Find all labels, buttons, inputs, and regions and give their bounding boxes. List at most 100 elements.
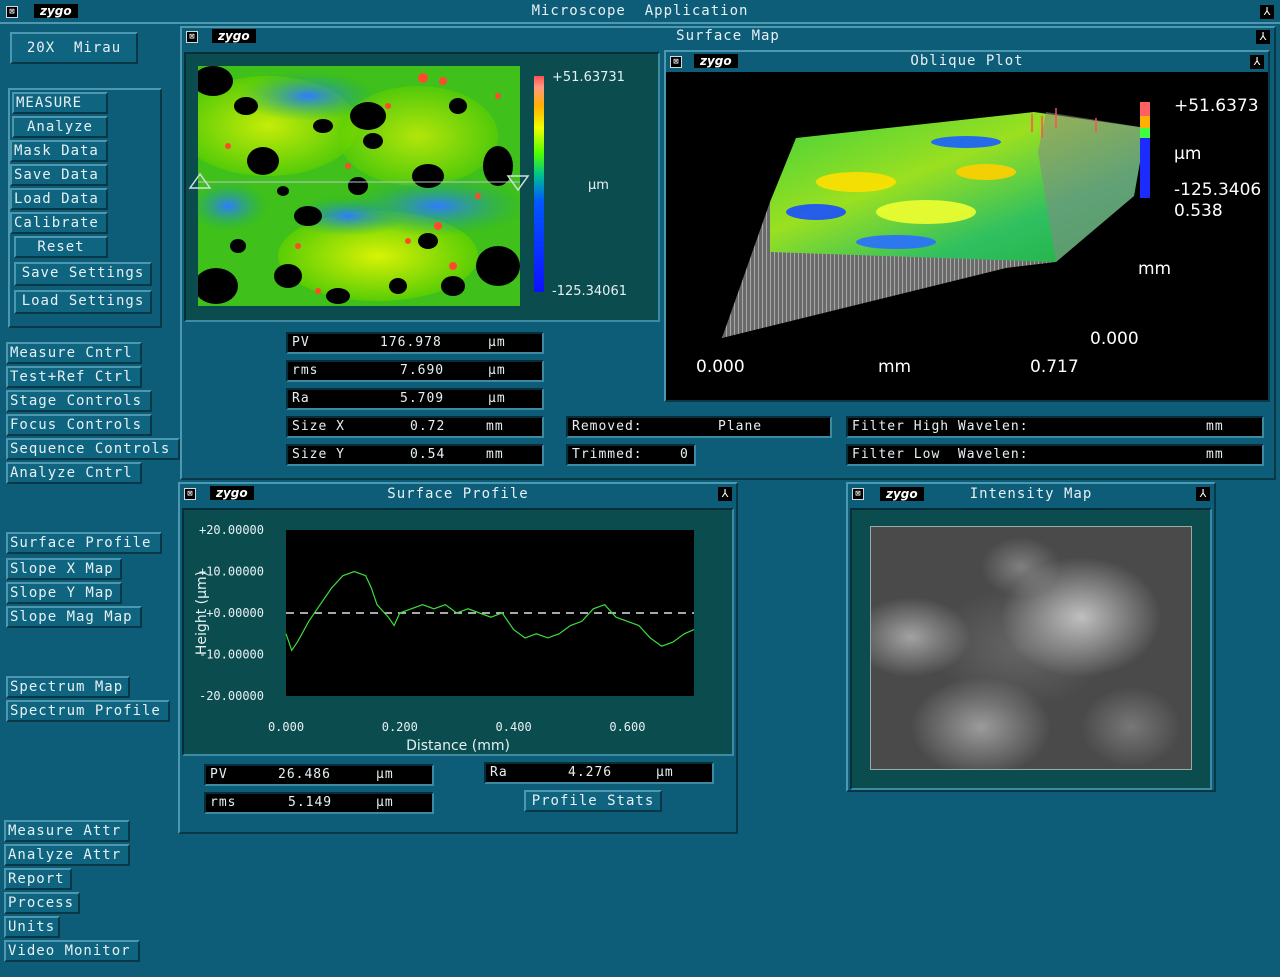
measure-cntrl-button[interactable]: Measure Cntrl xyxy=(6,342,142,364)
surface-map-colorbar xyxy=(534,76,544,292)
close-icon[interactable]: ⊠ xyxy=(186,31,198,43)
stat-rms: rms 7.690 µm xyxy=(286,360,544,382)
save-data-button[interactable]: Save Data xyxy=(10,164,108,186)
stat-unit: µm xyxy=(656,765,674,780)
save-settings-button[interactable]: Save Settings xyxy=(14,262,152,286)
analyze-button[interactable]: Analyze xyxy=(12,116,108,138)
stat-pv: PV 176.978 µm xyxy=(286,332,544,354)
stat-label: rms xyxy=(210,795,237,810)
maximize-icon[interactable]: ⅄ xyxy=(718,487,732,501)
stat-label: rms xyxy=(292,363,319,378)
report-button[interactable]: Report xyxy=(4,868,72,890)
oblique-scale-min: -125.3406 xyxy=(1174,180,1262,200)
process-button[interactable]: Process xyxy=(4,892,80,914)
objective-button[interactable]: 20X Mirau xyxy=(10,32,138,64)
focus-controls-button[interactable]: Focus Controls xyxy=(6,414,152,436)
oblique-scale-max: +51.6373 xyxy=(1174,96,1259,116)
profile-stat-pv: PV 26.486 µm xyxy=(204,764,434,786)
y-axis-label: Height (µm) xyxy=(194,571,210,655)
sequence-controls-button[interactable]: Sequence Controls xyxy=(6,438,180,460)
units-button[interactable]: Units xyxy=(4,916,60,938)
load-data-button[interactable]: Load Data xyxy=(10,188,108,210)
profile-stat-ra: Ra 4.276 µm xyxy=(484,762,714,784)
close-icon[interactable]: ⊠ xyxy=(670,56,682,68)
oblique-y-max: 0.538 xyxy=(1174,201,1223,221)
oblique-plot-title: Oblique Plot xyxy=(910,53,1024,69)
reset-button[interactable]: Reset xyxy=(14,236,108,258)
close-icon[interactable]: ⊠ xyxy=(6,6,18,18)
intensity-map-titlebar: ⊠ zygo Intensity Map ⅄ xyxy=(848,484,1214,506)
oblique-x-max: 0.717 xyxy=(1030,357,1079,377)
surface-profile-window xyxy=(178,482,738,834)
test-ref-ctrl-button[interactable]: Test+Ref Ctrl xyxy=(6,366,142,388)
filter-high-label: Filter High Wavelen: xyxy=(852,419,1029,434)
stat-unit: µm xyxy=(488,335,506,350)
maximize-icon[interactable]: ⅄ xyxy=(1256,30,1270,44)
oblique-3d-plot[interactable] xyxy=(666,72,1268,400)
app-title: Microscope Application xyxy=(531,3,749,19)
stat-value: 0.72 xyxy=(410,419,446,434)
x-tick-label: 0.200 xyxy=(382,720,418,734)
x-tick-label: 0.600 xyxy=(609,720,645,734)
intensity-map-window xyxy=(846,482,1216,792)
oblique-plot-titlebar: ⊠ zygo Oblique Plot ⅄ xyxy=(666,52,1268,72)
stat-value: 26.486 xyxy=(278,767,331,782)
oblique-y-unit: mm xyxy=(1138,259,1172,279)
profile-stat-rms: rms 5.149 µm xyxy=(204,792,434,814)
surface-profile-title: Surface Profile xyxy=(387,486,529,502)
close-icon[interactable]: ⊠ xyxy=(184,488,196,500)
y-tick-label: +0.00000 xyxy=(206,606,264,620)
profile-stats-button[interactable]: Profile Stats xyxy=(524,790,662,812)
load-settings-button[interactable]: Load Settings xyxy=(14,290,152,314)
surface-profile-chart[interactable]: +20.00000 +10.00000 +0.00000 -10.00000 -20.0… xyxy=(184,510,732,754)
trimmed-field: Trimmed: 0 xyxy=(566,444,696,466)
maximize-icon[interactable]: ⅄ xyxy=(1250,55,1264,69)
surface-map-titlebar: ⊠ zygo Surface Map ⅄ xyxy=(182,26,1274,48)
stat-value: 0.54 xyxy=(410,447,446,462)
stage-controls-button[interactable]: Stage Controls xyxy=(6,390,152,412)
removed-field: Removed: Plane xyxy=(566,416,832,438)
measure-attr-button[interactable]: Measure Attr xyxy=(4,820,130,842)
calibrate-button[interactable]: Calibrate xyxy=(10,212,108,234)
mask-data-button[interactable]: Mask Data xyxy=(10,140,108,162)
maximize-icon[interactable]: ⅄ xyxy=(1260,5,1274,19)
x-axis-label: Distance (mm) xyxy=(406,738,510,754)
stat-value: 7.690 xyxy=(400,363,445,378)
intensity-map-image[interactable] xyxy=(870,526,1192,770)
measure-button[interactable]: MEASURE xyxy=(12,92,108,114)
stat-unit: mm xyxy=(486,447,504,462)
filter-high-field: Filter High Wavelen: mm xyxy=(846,416,1264,438)
stat-label: Size X xyxy=(292,419,345,434)
stat-unit: µm xyxy=(488,363,506,378)
filter-high-unit: mm xyxy=(1206,419,1224,434)
surface-map-scale-min: -125.34061 xyxy=(552,284,627,299)
surface-map-scale-unit: µm xyxy=(588,178,609,193)
zygo-logo: zygo xyxy=(210,486,254,500)
stat-label: Ra xyxy=(292,391,310,406)
surface-profile-button[interactable]: Surface Profile xyxy=(6,532,162,554)
surface-map-image[interactable] xyxy=(198,66,520,306)
slope-mag-map-button[interactable]: Slope Mag Map xyxy=(6,606,142,628)
stat-size-x: Size X 0.72 mm xyxy=(286,416,544,438)
video-monitor-button[interactable]: Video Monitor xyxy=(4,940,140,962)
filter-low-field: Filter Low Wavelen: mm xyxy=(846,444,1264,466)
spectrum-profile-button[interactable]: Spectrum Profile xyxy=(6,700,170,722)
analyze-cntrl-button[interactable]: Analyze Cntrl xyxy=(6,462,142,484)
zygo-logo: zygo xyxy=(34,4,78,18)
maximize-icon[interactable]: ⅄ xyxy=(1196,487,1210,501)
oblique-scale-unit: µm xyxy=(1174,144,1202,164)
trimmed-value: 0 xyxy=(680,447,689,462)
stat-ra: Ra 5.709 µm xyxy=(286,388,544,410)
spectrum-map-button[interactable]: Spectrum Map xyxy=(6,676,130,698)
stat-label: Size Y xyxy=(292,447,345,462)
surface-map-title: Surface Map xyxy=(676,28,780,44)
close-icon[interactable]: ⊠ xyxy=(852,488,864,500)
slope-y-map-button[interactable]: Slope Y Map xyxy=(6,582,122,604)
analyze-attr-button[interactable]: Analyze Attr xyxy=(4,844,130,866)
stat-value: 176.978 xyxy=(380,335,442,350)
stat-value: 5.149 xyxy=(288,795,333,810)
slope-x-map-button[interactable]: Slope X Map xyxy=(6,558,122,580)
removed-value: Plane xyxy=(718,419,763,434)
profile-line-handles[interactable] xyxy=(188,170,532,194)
y-tick-label: +20.00000 xyxy=(199,523,264,537)
